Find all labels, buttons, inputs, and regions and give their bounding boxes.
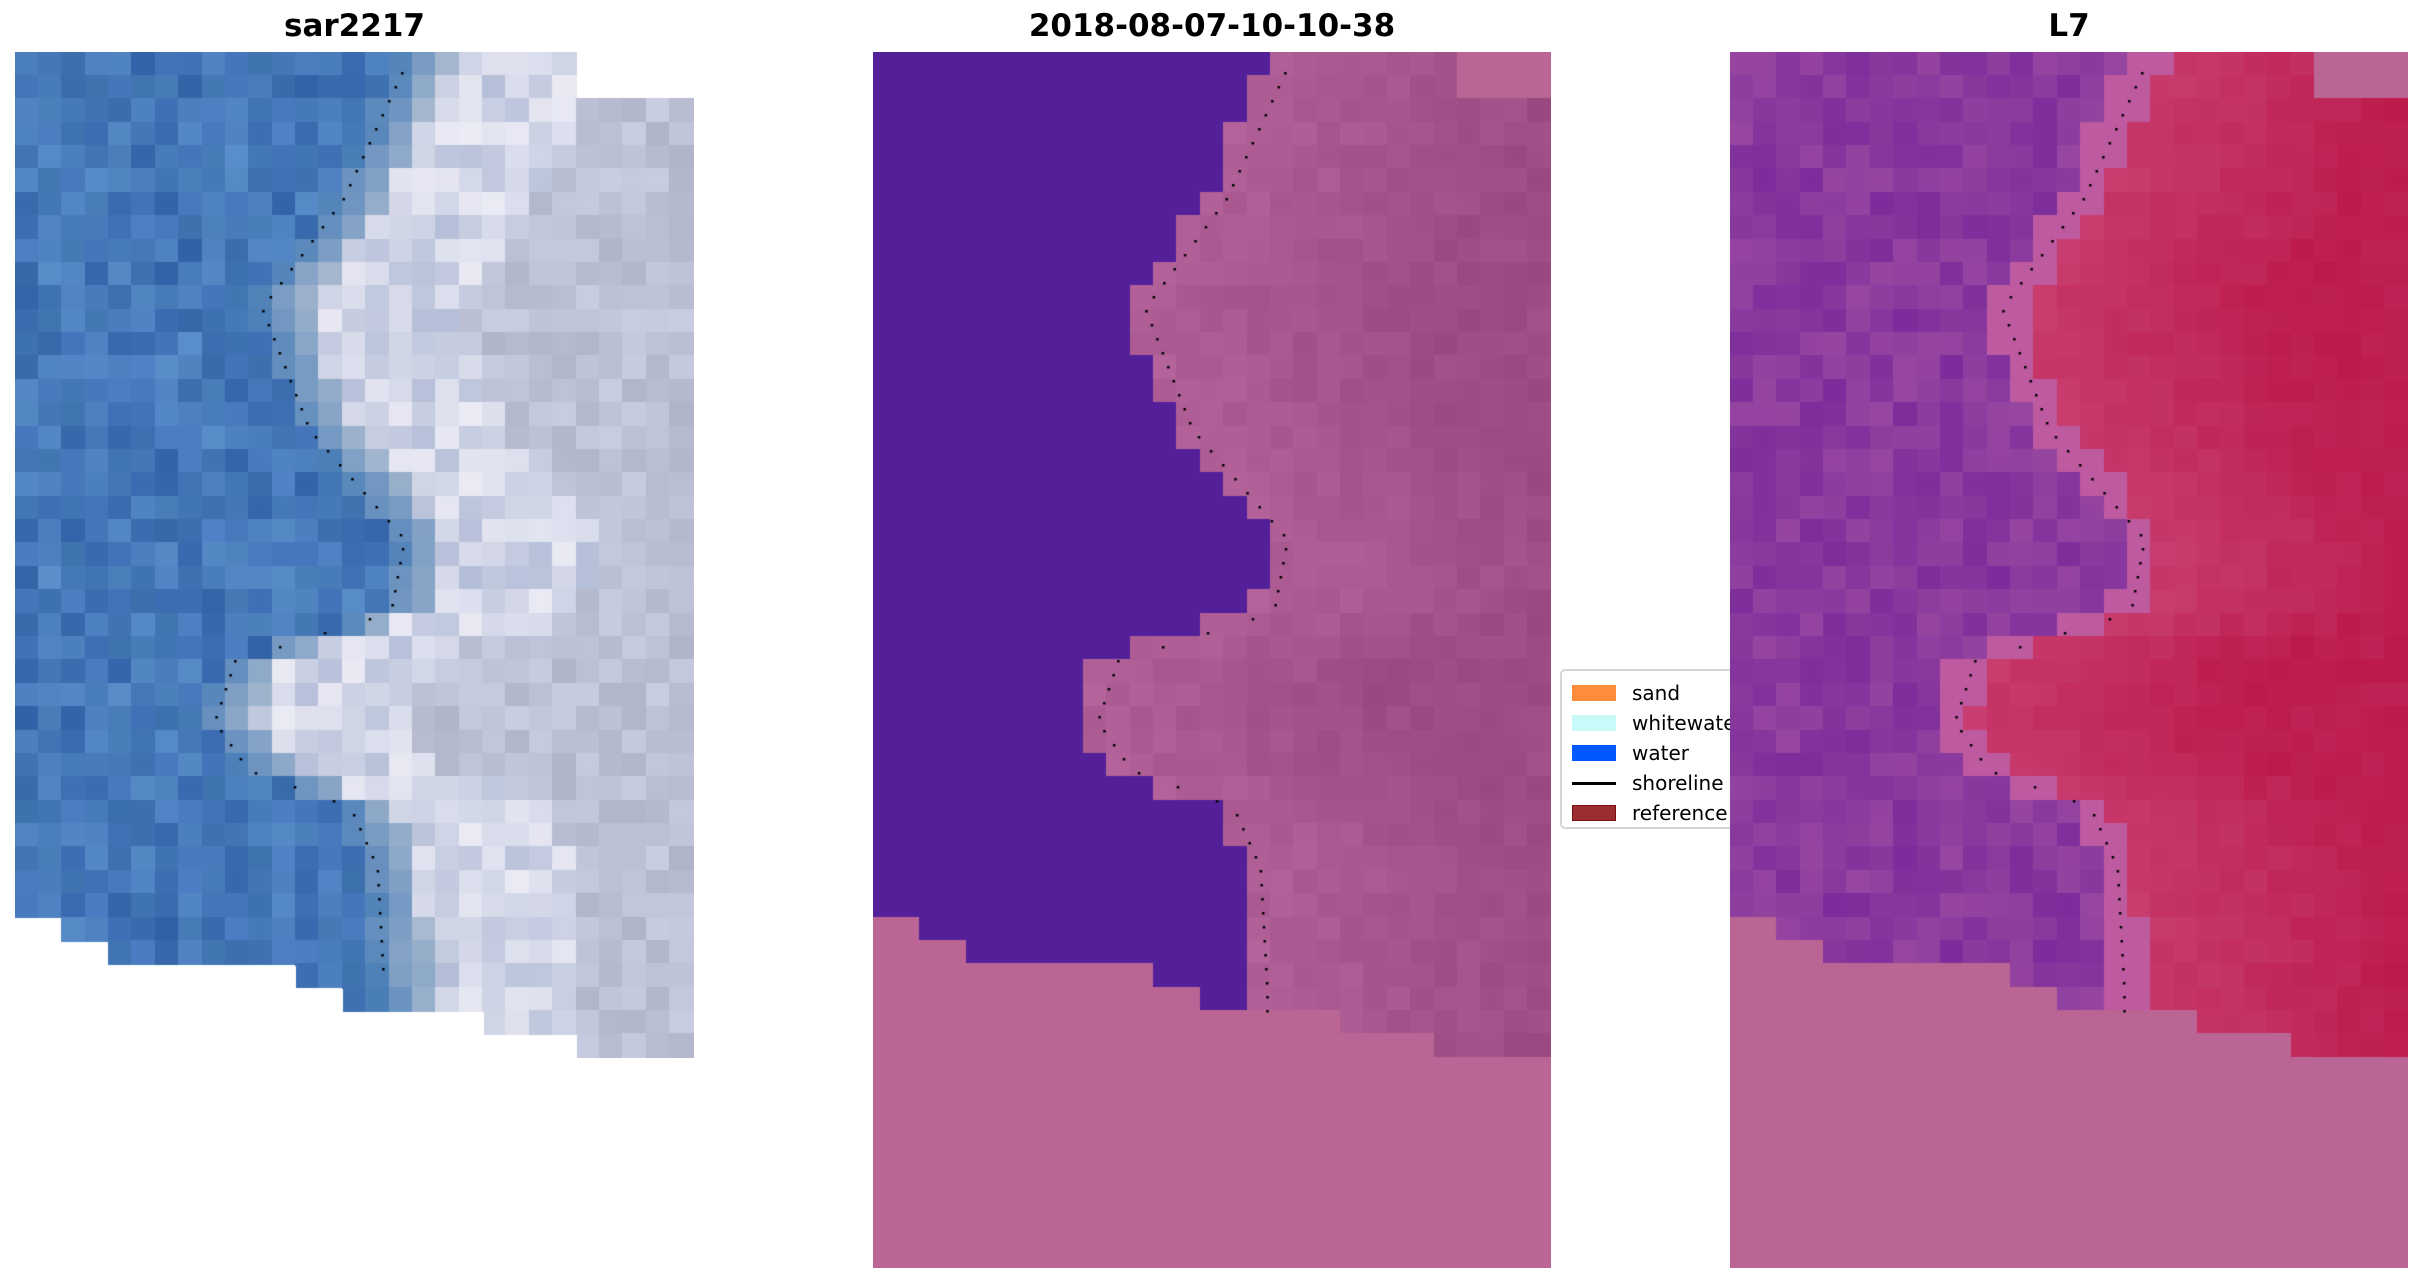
legend-label: water [1632, 741, 1689, 765]
panel-title-rgb: sar2217 [284, 8, 425, 44]
legend-item-whitewater: whitewater [1572, 711, 1744, 735]
rgb-image-panel [15, 52, 694, 1058]
legend-label: shoreline [1632, 771, 1724, 795]
l7-image-panel [1730, 52, 2408, 1268]
water-swatch [1572, 745, 1616, 761]
whitewater-swatch [1572, 715, 1616, 731]
sand-swatch [1572, 685, 1616, 701]
legend-item-sand: sand [1572, 681, 1680, 705]
legend-item-shoreline: shoreline [1572, 771, 1724, 795]
legend-item-reference: reference [1572, 801, 1728, 825]
panel-title-classified: 2018-08-07-10-10-38 [1028, 8, 1396, 44]
legend-label: whitewater [1632, 711, 1744, 735]
shoreline-line [1572, 781, 1616, 785]
panel-title-l7: L7 [2048, 8, 2090, 44]
legend-label: sand [1632, 681, 1681, 705]
legend-item-water: water [1572, 741, 1689, 765]
legend: sand whitewater water shoreline referenc… [1560, 669, 1760, 829]
classified-image-panel [873, 52, 1551, 1268]
reference-swatch [1572, 805, 1616, 821]
legend-label: reference [1632, 801, 1728, 825]
